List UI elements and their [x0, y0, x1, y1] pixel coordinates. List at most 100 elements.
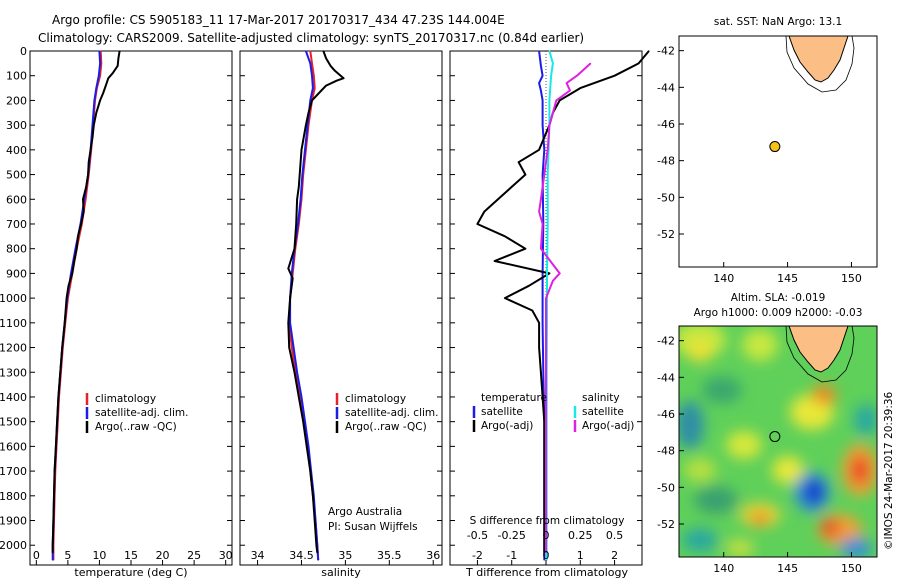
depth-tick-label: 0: [20, 45, 27, 58]
data-point-argo: [107, 77, 109, 79]
salinity-panel-frame: [239, 50, 443, 566]
map-y-tick-label: -52: [657, 228, 675, 241]
salinity-series: [287, 50, 345, 561]
data-point-t_argo: [538, 322, 540, 324]
salinity-annotation-line-1: Argo Australia: [328, 506, 402, 518]
data-point-sat: [297, 223, 299, 225]
series-line-t_argo: [476, 50, 650, 553]
data-point-sat: [301, 173, 303, 176]
data-point-argo: [87, 173, 89, 176]
x-tick-label: 34.5: [289, 549, 314, 562]
map-x-tick-label: 140: [713, 272, 734, 285]
data-point-sat: [95, 87, 97, 89]
difference-top-xlabel: S difference from climatology: [470, 515, 625, 527]
data-point-argo: [325, 84, 327, 87]
series-line-s_argo: [538, 62, 592, 553]
data-point-s_argo: [538, 211, 540, 213]
data-point-t_sat: [541, 75, 544, 77]
data-point-argo: [85, 186, 87, 188]
data-point-argo: [299, 173, 301, 176]
data-point-argo: [57, 396, 60, 398]
data-point-s_argo: [548, 124, 551, 126]
map-y-tick-label: -52: [657, 518, 675, 531]
data-point-sat: [289, 322, 291, 324]
data-point-argo: [311, 99, 313, 102]
data-point-t_argo: [524, 173, 527, 176]
data-point-t_argo: [493, 260, 496, 262]
header-line-2: Climatology: CARS2009. Satellite-adjuste…: [38, 31, 584, 45]
data-point-argo: [295, 223, 297, 225]
data-point-argo: [76, 248, 78, 250]
data-point-argo: [54, 470, 56, 472]
legend-label-climatology: climatology: [95, 393, 156, 405]
data-point-s_argo: [565, 82, 568, 84]
data-point-sat: [300, 396, 303, 398]
imos-credit: ©IMOS 24-Mar-2017 20:39:36: [883, 391, 895, 550]
data-point-t_argo: [511, 186, 513, 188]
map-y-tick-label: -46: [657, 118, 675, 131]
data-point-t_argo: [637, 62, 640, 64]
depth-tick-label: 200: [6, 94, 27, 107]
data-point-t_argo: [524, 248, 527, 250]
legend-label-s-satellite: satellite: [582, 406, 624, 418]
difference-xlabel: T difference from climatology: [465, 566, 628, 579]
sst-map-content: [785, 36, 855, 93]
depth-tick-label: 500: [6, 169, 27, 182]
data-point-argo: [300, 149, 303, 151]
temperature-xlabel: temperature (deg C): [74, 566, 187, 579]
data-point-s_argo: [540, 248, 542, 250]
depth-tick-label: 700: [6, 218, 27, 231]
depth-axis: 0 100 200 300 400 500 600 700 800 900 1000 1100 1200…: [0, 45, 642, 552]
data-point-argo: [325, 57, 327, 60]
data-point-argo: [52, 552, 54, 554]
data-point-sat: [93, 99, 95, 102]
data-point-sat: [317, 559, 319, 561]
data-point-t_sat: [540, 89, 542, 92]
difference-legend: temperature salinity satellite Argo(-adj…: [472, 392, 634, 432]
data-point-t_sat: [541, 99, 544, 102]
data-point-argo: [82, 198, 84, 200]
data-point-t_sat: [538, 50, 540, 52]
data-point-sat: [304, 149, 306, 151]
data-point-argo: [56, 421, 58, 423]
x-top-tick-label: 0: [543, 529, 550, 542]
legend-label-t-satellite: satellite: [481, 406, 523, 418]
depth-tick-label: 1700: [0, 465, 27, 478]
data-point-argo: [90, 149, 92, 151]
data-point-s_sat: [547, 223, 549, 225]
data-point-t_argo: [538, 149, 540, 151]
data-point-clim: [291, 346, 293, 349]
depth-tick-label: 2000: [0, 539, 27, 552]
map-x-tick-label: 145: [777, 272, 798, 285]
map-y-tick-label: -44: [657, 371, 675, 384]
depth-tick-label: 900: [6, 267, 27, 280]
x-tick-label: 35.5: [377, 549, 402, 562]
data-point-argo: [83, 211, 85, 213]
series-line-argo: [287, 50, 345, 553]
legend-label-satellite: satellite-adj. clim.: [345, 407, 438, 419]
data-point-s_sat: [546, 272, 548, 275]
series-line-clim: [288, 50, 320, 561]
data-point-argo: [293, 248, 296, 250]
x-tick-label: 30: [219, 549, 233, 562]
data-point-s_sat: [550, 75, 552, 77]
x-tick-label: 20: [156, 549, 170, 562]
tasmania-land: [788, 36, 849, 83]
data-point-s_argo: [545, 421, 547, 423]
salinity-legend: climatology satellite-adj. clim. Argo(..…: [328, 393, 438, 533]
data-point-argo: [99, 99, 101, 102]
data-point-t_argo: [613, 75, 616, 77]
data-point-t_argo: [543, 552, 545, 554]
salinity-xlabel: salinity: [321, 566, 361, 579]
data-point-sat: [52, 559, 54, 561]
map-x-tick-label: 150: [841, 562, 862, 575]
map-y-tick-label: -44: [657, 81, 675, 94]
data-point-sat: [309, 62, 311, 64]
data-point-s_argo: [555, 99, 557, 102]
data-point-t_argo: [483, 211, 485, 213]
map-x-tick-label: 145: [777, 562, 798, 575]
x-top-tick-label: -0.5: [467, 529, 488, 542]
data-point-s_sat: [548, 99, 551, 102]
data-point-t_sat: [541, 272, 544, 275]
